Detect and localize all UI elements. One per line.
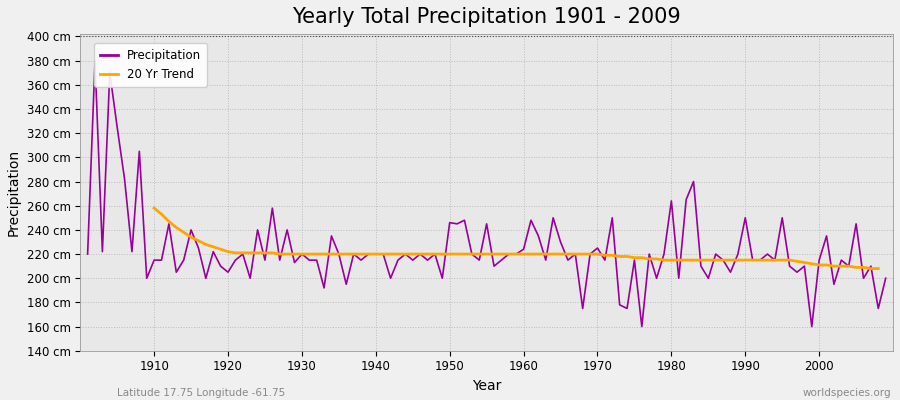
Text: Latitude 17.75 Longitude -61.75: Latitude 17.75 Longitude -61.75 [117,388,285,398]
Title: Yearly Total Precipitation 1901 - 2009: Yearly Total Precipitation 1901 - 2009 [292,7,681,27]
X-axis label: Year: Year [472,379,501,393]
Text: worldspecies.org: worldspecies.org [803,388,891,398]
Y-axis label: Precipitation: Precipitation [7,149,21,236]
Legend: Precipitation, 20 Yr Trend: Precipitation, 20 Yr Trend [94,43,207,87]
